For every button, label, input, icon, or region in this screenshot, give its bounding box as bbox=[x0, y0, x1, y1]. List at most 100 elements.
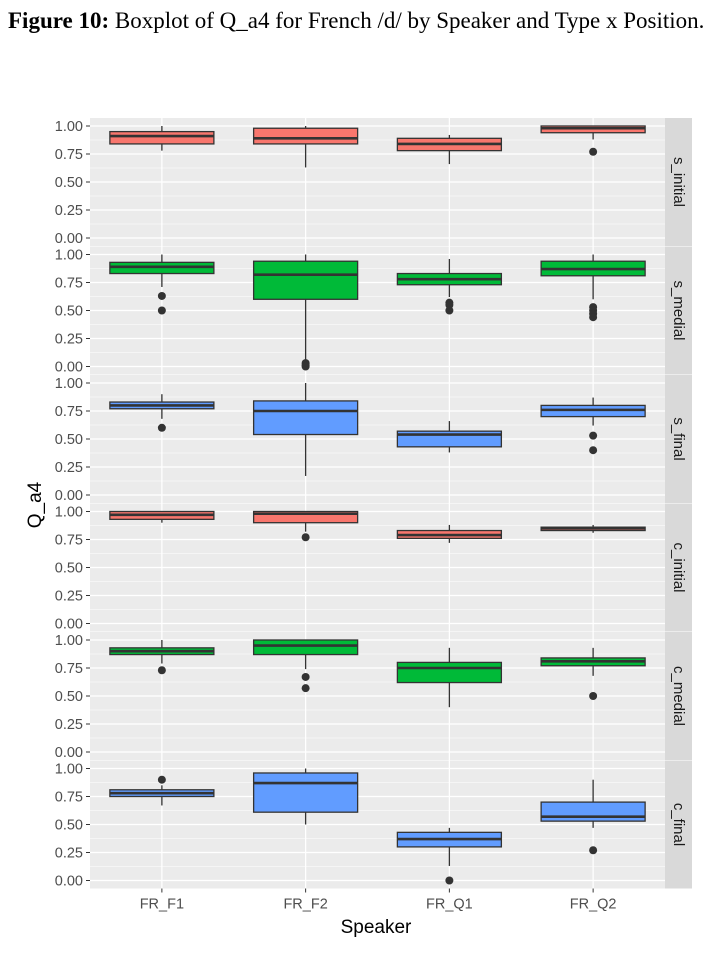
box-FR_Q1 bbox=[396, 827, 503, 885]
y-tick-label: 1.00 bbox=[55, 248, 83, 264]
box-iqr bbox=[252, 510, 359, 524]
y-tick-label: 1.00 bbox=[55, 505, 83, 521]
outlier-point bbox=[445, 306, 454, 315]
box-iqr bbox=[252, 127, 359, 145]
outlier-point bbox=[157, 291, 166, 300]
y-tick-label: 0.50 bbox=[55, 432, 83, 448]
facet-panel: 0.00 0.25 0.50 0.75 1.00 s_initial bbox=[55, 118, 692, 247]
y-tick-label: 1.00 bbox=[55, 633, 83, 649]
y-tick-label: 0.00 bbox=[55, 745, 83, 761]
box-FR_F1 bbox=[109, 775, 215, 806]
box-FR_F2 bbox=[252, 768, 359, 825]
outlier-point bbox=[301, 533, 310, 542]
box-FR_F2 bbox=[252, 126, 359, 168]
box-iqr bbox=[109, 130, 215, 145]
box-FR_F1 bbox=[109, 394, 215, 432]
figure-label: Figure 10: bbox=[8, 8, 110, 33]
y-tick-label: 0.25 bbox=[55, 717, 83, 733]
box-FR_F2 bbox=[252, 510, 359, 542]
outlier-point bbox=[157, 423, 166, 432]
facet-strip-label: c_initial bbox=[670, 542, 687, 592]
box-iqr bbox=[252, 400, 359, 436]
y-tick-label: 0.50 bbox=[55, 175, 83, 191]
box-FR_F2 bbox=[252, 639, 359, 693]
box-iqr bbox=[540, 801, 646, 822]
box-FR_Q2 bbox=[540, 125, 646, 156]
y-tick-label: 1.00 bbox=[55, 762, 83, 778]
x-tick-label: FR_Q1 bbox=[426, 897, 473, 913]
outlier-point bbox=[589, 147, 598, 156]
box-FR_F1 bbox=[109, 254, 215, 315]
y-tick-label: 0.00 bbox=[55, 874, 83, 890]
facet-strip-label: c_medial bbox=[670, 666, 687, 726]
box-FR_Q1 bbox=[396, 647, 503, 708]
y-tick-label: 0.25 bbox=[55, 460, 83, 476]
x-axis: FR_F1 FR_F2 FR_Q1 FR_Q2 bbox=[140, 888, 617, 913]
x-axis-title: Speaker bbox=[341, 917, 412, 938]
outlier-point bbox=[301, 362, 310, 371]
outlier-point bbox=[301, 684, 310, 693]
outlier-point bbox=[445, 300, 454, 309]
figure-caption: Figure 10: Boxplot of Q_a4 for French /d… bbox=[8, 6, 708, 36]
facet-panel: 0.00 0.25 0.50 0.75 1.00 c_final bbox=[55, 760, 692, 890]
facet-strip bbox=[665, 375, 692, 503]
y-tick-label: 0.50 bbox=[55, 561, 83, 577]
y-tick-label: 0.25 bbox=[55, 332, 83, 348]
box-FR_F2 bbox=[252, 383, 359, 476]
box-FR_F1 bbox=[109, 640, 215, 675]
y-tick-label: 0.25 bbox=[55, 203, 83, 219]
y-tick-label: 0.00 bbox=[55, 360, 83, 376]
box-FR_Q1 bbox=[396, 421, 503, 453]
box-iqr bbox=[252, 772, 359, 813]
y-tick-label: 1.00 bbox=[55, 119, 83, 135]
box-FR_F1 bbox=[109, 510, 215, 523]
facet-strip bbox=[665, 760, 692, 889]
y-tick-label: 0.75 bbox=[55, 661, 83, 677]
facet-panel: 0.00 0.25 0.50 0.75 1.00 c_initial bbox=[55, 503, 692, 633]
box-FR_Q2 bbox=[540, 647, 646, 700]
box-FR_Q2 bbox=[540, 524, 646, 533]
y-tick-label: 0.50 bbox=[55, 689, 83, 705]
outlier-point bbox=[157, 666, 166, 675]
y-tick-label: 1.00 bbox=[55, 376, 83, 392]
box-FR_Q1 bbox=[396, 134, 503, 165]
outlier-point bbox=[589, 446, 598, 455]
box-FR_Q2 bbox=[540, 397, 646, 455]
box-iqr bbox=[252, 639, 359, 656]
y-tick-label: 0.75 bbox=[55, 276, 83, 292]
y-tick-label: 0.75 bbox=[55, 790, 83, 806]
outlier-point bbox=[157, 306, 166, 315]
y-tick-label: 0.50 bbox=[55, 818, 83, 834]
y-tick-label: 0.50 bbox=[55, 304, 83, 320]
facet-panel: 0.00 0.25 0.50 0.75 1.00 s_medial bbox=[55, 246, 692, 376]
facet-strip bbox=[665, 118, 692, 246]
box-FR_Q2 bbox=[540, 779, 646, 855]
facet-strip bbox=[665, 503, 692, 632]
facet-strip bbox=[665, 632, 692, 760]
outlier-point bbox=[157, 775, 166, 784]
y-tick-label: 0.25 bbox=[55, 589, 83, 605]
box-iqr bbox=[252, 260, 359, 300]
x-tick-label: FR_Q2 bbox=[570, 897, 617, 913]
y-axis-title: Q_a4 bbox=[25, 481, 46, 528]
facet-panel: 0.00 0.25 0.50 0.75 1.00 s_final bbox=[55, 375, 692, 504]
box-FR_F2 bbox=[252, 254, 359, 371]
y-tick-label: 0.25 bbox=[55, 846, 83, 862]
facet-strip-label: s_final bbox=[670, 417, 687, 460]
figure-caption-text: Boxplot of Q_a4 for French /d/ by Speake… bbox=[109, 8, 705, 33]
y-tick-label: 0.75 bbox=[55, 404, 83, 420]
facet-strip-label: s_initial bbox=[670, 157, 687, 207]
y-tick-label: 0.75 bbox=[55, 533, 83, 549]
facet-strip-label: c_final bbox=[670, 803, 687, 846]
x-tick-label: FR_F2 bbox=[283, 897, 327, 913]
box-FR_Q1 bbox=[396, 524, 503, 543]
box-iqr bbox=[396, 661, 503, 684]
outlier-point bbox=[301, 672, 310, 681]
facet-panel: 0.00 0.25 0.50 0.75 1.00 c_medial bbox=[55, 632, 692, 761]
outlier-point bbox=[589, 431, 598, 440]
y-tick-label: 0.00 bbox=[55, 488, 83, 504]
box-FR_F1 bbox=[109, 126, 215, 151]
facet-panels: 0.00 0.25 0.50 0.75 1.00 s_initial 0.00 0.25 0.5… bbox=[55, 118, 692, 890]
box-FR_Q2 bbox=[540, 254, 646, 322]
